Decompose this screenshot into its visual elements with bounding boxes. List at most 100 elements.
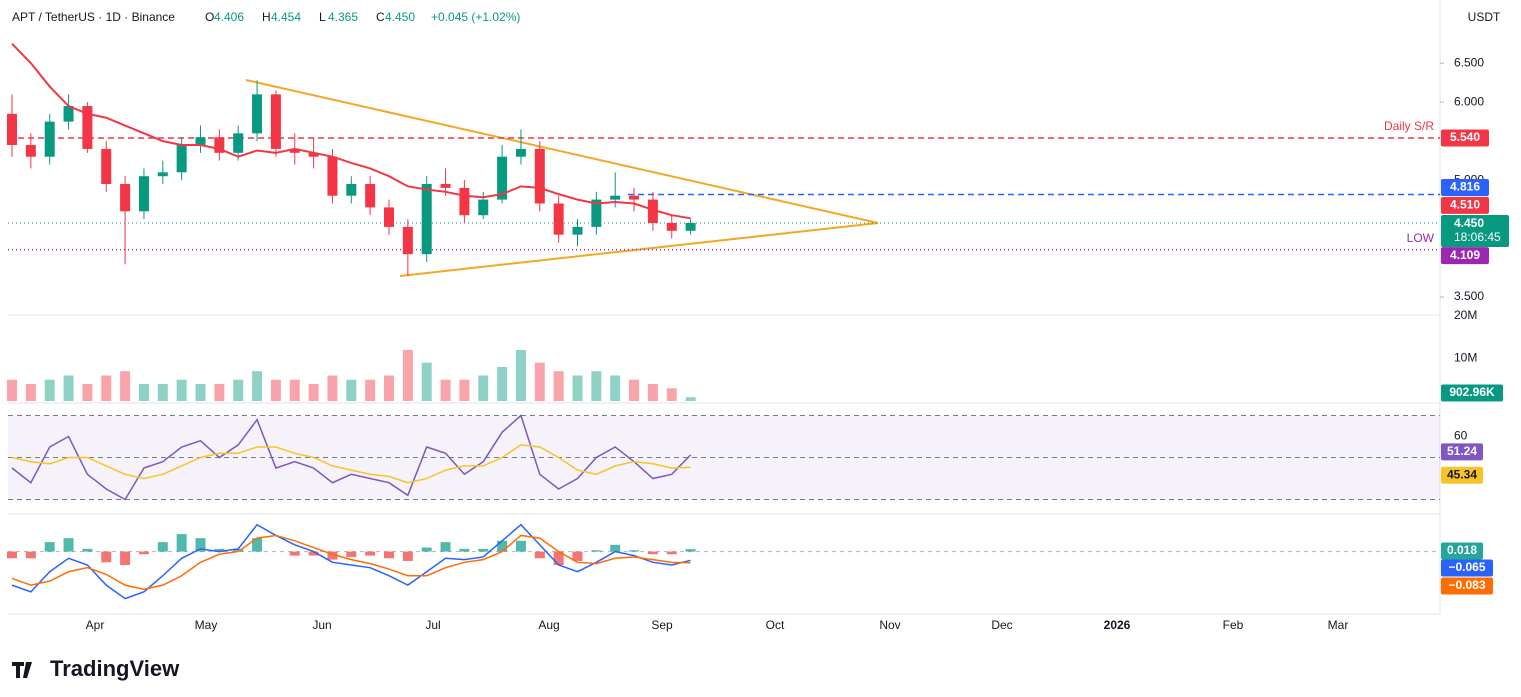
candle-body	[82, 106, 93, 149]
y-tick-label: 6.500	[1454, 55, 1484, 69]
price-label: 0.018	[1447, 543, 1477, 557]
candle-body	[25, 145, 36, 157]
macd-histogram	[365, 551, 376, 556]
volume-bar	[176, 379, 187, 401]
volume-bar	[44, 379, 55, 401]
macd-histogram	[44, 542, 55, 552]
candle-body	[195, 137, 206, 146]
candle-body	[647, 199, 658, 223]
last-price-box	[1441, 214, 1509, 247]
candle-body	[44, 121, 55, 157]
macd-histogram	[610, 544, 621, 552]
volume-bar	[327, 375, 338, 401]
x-tick-label: May	[195, 618, 218, 632]
candle-body	[233, 133, 244, 153]
ohlc-key: L	[319, 10, 326, 24]
macd-histogram	[327, 551, 338, 560]
price-label-box	[1441, 542, 1483, 560]
logo-icon	[12, 662, 32, 678]
x-tick-label: Mar	[1328, 618, 1349, 632]
candle-body	[459, 187, 470, 216]
volume-bar	[384, 375, 394, 401]
candle-body	[384, 207, 394, 227]
price-label-box	[1441, 178, 1489, 196]
candle-body	[346, 184, 357, 196]
macd-histogram	[497, 540, 508, 552]
y-tick-label: 3.500	[1454, 289, 1484, 303]
price-label: 45.34	[1447, 467, 1477, 481]
volume-bar	[233, 379, 244, 401]
candle-body	[270, 94, 281, 149]
candle-body	[214, 137, 225, 153]
candle-body	[327, 156, 338, 196]
logo: TradingView	[12, 656, 180, 681]
candle-body	[402, 226, 413, 255]
candle-body	[252, 94, 263, 134]
macd-histogram	[63, 538, 74, 552]
ohlc-value: 4.365	[328, 10, 358, 24]
last-price-label: 4.450	[1454, 216, 1484, 230]
macd-histogram	[289, 551, 300, 556]
macd-histogram	[440, 542, 451, 552]
price-label-box	[1441, 196, 1489, 214]
candle-body	[534, 148, 545, 204]
candle-body	[176, 145, 187, 173]
symbol-title: APT / TetherUS · 1D · Binance	[12, 10, 175, 24]
macd-histogram	[591, 550, 602, 552]
volume-bar	[120, 371, 131, 401]
candle-body	[7, 113, 17, 146]
candle-body	[138, 176, 149, 212]
candle-body	[515, 148, 526, 157]
volume-bar	[25, 383, 36, 401]
x-tick-label: Jun	[312, 618, 331, 632]
x-tick-label: Apr	[86, 618, 105, 632]
macd-histogram	[157, 542, 168, 552]
price-label-box	[1441, 443, 1483, 461]
candle-body	[497, 156, 508, 200]
lower-trendline	[399, 222, 879, 277]
volume-bar	[497, 366, 508, 401]
macd-histogram	[421, 547, 432, 552]
volume-bar	[478, 375, 489, 401]
moving-average	[11, 42, 691, 220]
rsi-line	[11, 414, 692, 501]
candle-body	[157, 172, 168, 177]
candle-body	[63, 106, 74, 122]
price-label: 5.540	[1450, 130, 1480, 144]
volume-bar	[553, 371, 564, 401]
volume-bar	[402, 349, 413, 401]
upper-trendline	[245, 79, 879, 224]
volume-bar	[666, 388, 677, 401]
ohlc-key: C	[376, 10, 385, 24]
candle-body	[666, 222, 677, 231]
volume-bar	[289, 379, 300, 401]
price-label-box	[1441, 559, 1493, 577]
macd-histogram	[233, 548, 244, 552]
candle-body	[478, 199, 489, 216]
volume-bar	[82, 383, 93, 401]
volume-bar	[365, 379, 376, 401]
price-label: −0.083	[1448, 578, 1485, 592]
macd-histogram	[647, 551, 658, 555]
candle-body	[308, 152, 319, 157]
candle-body	[120, 184, 131, 212]
macd-histogram	[252, 538, 263, 552]
volume-bar	[214, 383, 225, 401]
volume-bar	[63, 375, 74, 401]
x-tick-label: Feb	[1223, 618, 1244, 632]
y-tick-label: 20M	[1454, 308, 1477, 322]
macd-histogram	[666, 551, 677, 555]
ohlc-value: 4.454	[271, 10, 301, 24]
x-tick-label: Jul	[425, 618, 440, 632]
volume-bar	[308, 383, 319, 401]
candle-body	[421, 184, 432, 255]
macd-histogram	[478, 548, 489, 552]
y-tick-label: 60	[1454, 429, 1468, 443]
rsi-line	[11, 444, 691, 484]
ohlc-key: O	[205, 10, 214, 24]
price-label-box	[1441, 384, 1503, 402]
volume-bar	[459, 379, 470, 401]
volume-bar	[610, 375, 621, 401]
y-tick-label: 10M	[1454, 351, 1477, 365]
